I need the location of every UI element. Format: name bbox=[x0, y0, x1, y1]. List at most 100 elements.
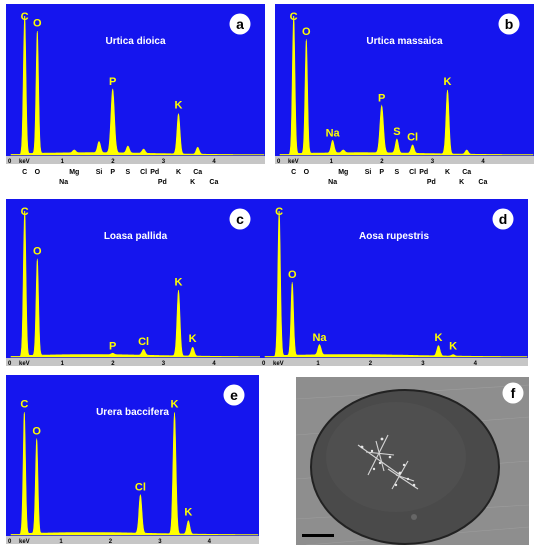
plot-area bbox=[6, 4, 265, 164]
x-tick-label: 3 bbox=[162, 159, 166, 165]
element-marker: Ca bbox=[478, 179, 487, 186]
peak-label: K bbox=[175, 100, 183, 112]
spectrum-chart-d: 0 1 2 3 4 keV Aosa rupestris d C O Na KK bbox=[260, 199, 528, 366]
x-axis-bar bbox=[6, 536, 259, 544]
spectrum-chart-e: 0 1 2 3 4 keV Urera baccifera e C O Cl K K bbox=[6, 375, 259, 544]
panel-label-badge bbox=[498, 13, 520, 35]
spectrum-trace bbox=[10, 412, 259, 536]
x-tick-label: 4 bbox=[208, 539, 212, 544]
peak-label: Cl bbox=[135, 482, 146, 494]
peak-label: K bbox=[444, 76, 452, 88]
peak-label: K bbox=[184, 507, 192, 519]
element-marker: P bbox=[110, 169, 115, 176]
x-tick-label: 1 bbox=[61, 361, 65, 366]
panel-label: a bbox=[236, 16, 244, 32]
peak-label: C bbox=[21, 206, 29, 218]
element-marker: Mg bbox=[69, 169, 79, 176]
peak-label: Na bbox=[326, 127, 341, 139]
element-marker: Pd bbox=[158, 179, 167, 186]
panel-label-badge bbox=[229, 208, 251, 230]
x-tick-label: 2 bbox=[111, 361, 115, 366]
x-tick-label: 4 bbox=[481, 159, 485, 165]
panel-label-badge bbox=[223, 384, 245, 406]
peak-label: O bbox=[33, 18, 42, 30]
element-marker: Cl bbox=[409, 169, 416, 176]
peak-label: O bbox=[302, 26, 311, 38]
x-tick-label: 1 bbox=[316, 361, 320, 366]
x-tick-label: 0 bbox=[8, 361, 12, 366]
peak-label: K bbox=[189, 333, 197, 345]
element-marker: K bbox=[190, 179, 195, 186]
crystal-specks bbox=[360, 437, 416, 487]
x-axis-bar bbox=[275, 156, 534, 164]
element-marker: P bbox=[379, 169, 384, 176]
spectrum-chart-c: 0 1 2 3 4 keV Loasa pallida c C O P Cl K K bbox=[6, 199, 265, 366]
peak-label: K bbox=[171, 399, 179, 411]
peak-label: C bbox=[20, 399, 28, 411]
species-title: Urtica massaica bbox=[366, 36, 443, 47]
plot-area bbox=[260, 199, 528, 366]
peak-label: O bbox=[288, 269, 297, 281]
x-tick-label: 2 bbox=[111, 159, 115, 165]
element-marker: Si bbox=[365, 169, 372, 176]
plot-area bbox=[275, 4, 534, 164]
x-axis-unit: keV bbox=[19, 361, 30, 366]
element-marker: O bbox=[35, 169, 41, 176]
element-marker: Mg bbox=[338, 169, 348, 176]
spectrum-trace bbox=[10, 15, 265, 156]
x-axis-bar bbox=[6, 156, 265, 164]
x-tick-label: 3 bbox=[158, 539, 162, 544]
x-tick-label: 3 bbox=[162, 361, 166, 366]
x-axis-unit: keV bbox=[19, 539, 30, 544]
spectrum-trace bbox=[264, 210, 528, 358]
element-marker: Na bbox=[328, 179, 337, 186]
peak-label: P bbox=[109, 76, 116, 88]
element-marker: Pd bbox=[427, 179, 436, 186]
peak-label: C bbox=[290, 11, 298, 23]
peak-label: O bbox=[33, 246, 42, 258]
x-tick-label: 4 bbox=[212, 159, 216, 165]
peak-label: K bbox=[449, 341, 457, 353]
element-marker: Pd bbox=[419, 169, 428, 176]
peak-label: S bbox=[393, 126, 400, 138]
eds-spectrum-panel-a: 0 1 2 3 4 keV Urtica dioica a C O P K C O Mg Si P S Cl Pd K C… bbox=[6, 4, 265, 196]
peak-label: O bbox=[32, 425, 41, 437]
panel-label-badge bbox=[229, 13, 251, 35]
x-tick-label: 1 bbox=[330, 159, 334, 165]
panel-label: e bbox=[230, 387, 238, 403]
spectrum-trace bbox=[10, 210, 265, 358]
panel-label-badge bbox=[492, 208, 514, 230]
x-tick-label: 2 bbox=[369, 361, 373, 366]
element-marker: Ca bbox=[462, 169, 471, 176]
plot-area bbox=[6, 199, 265, 366]
element-marker: C bbox=[22, 169, 27, 176]
element-marker: K bbox=[445, 169, 450, 176]
sem-micrograph: f bbox=[295, 377, 530, 546]
plot-area bbox=[6, 375, 259, 544]
x-axis-unit: keV bbox=[19, 159, 30, 165]
panel-label-badge-f bbox=[502, 382, 524, 404]
peak-label: C bbox=[21, 11, 29, 23]
x-axis-bar bbox=[6, 358, 265, 366]
x-tick-label: 1 bbox=[61, 159, 65, 165]
peak-label: C bbox=[275, 206, 283, 218]
x-tick-label: 2 bbox=[109, 539, 113, 544]
element-marker: K bbox=[459, 179, 464, 186]
x-axis-unit: keV bbox=[273, 361, 284, 366]
eds-spectrum-panel-c: 0 1 2 3 4 keV Loasa pallida c C O P Cl K K bbox=[6, 199, 265, 366]
x-tick-label: 4 bbox=[474, 361, 478, 366]
x-tick-label: 4 bbox=[212, 361, 216, 366]
disc-rim bbox=[310, 389, 500, 545]
x-tick-label: 3 bbox=[431, 159, 435, 165]
disc-spot bbox=[411, 514, 417, 520]
x-tick-label: 0 bbox=[8, 159, 12, 165]
species-title: Urera baccifera bbox=[96, 407, 169, 418]
element-marker: Ca bbox=[193, 169, 202, 176]
species-title: Loasa pallida bbox=[104, 231, 168, 242]
eds-spectrum-panel-b: 0 1 2 3 4 keV Urtica massaica b C O Na P S Cl K C O Mg Si P… bbox=[275, 4, 534, 196]
x-tick-label: 0 bbox=[277, 159, 281, 165]
element-marker: Ca bbox=[209, 179, 218, 186]
peak-label: K bbox=[175, 276, 183, 288]
x-tick-label: 1 bbox=[59, 539, 63, 544]
peak-label: P bbox=[378, 93, 385, 105]
